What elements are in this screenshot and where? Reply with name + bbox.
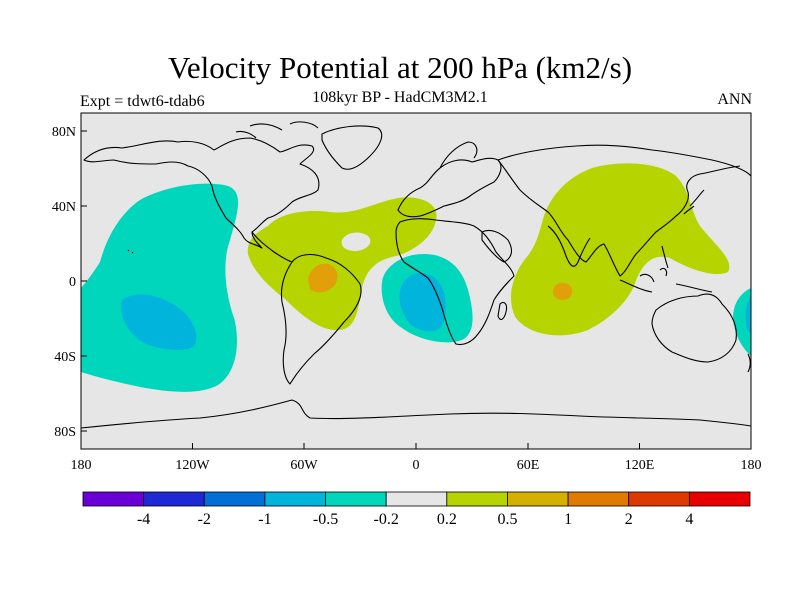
hawaii-coast [127, 249, 134, 254]
colorbar-label: 0.2 [437, 511, 457, 528]
madagascar-coast [497, 301, 508, 321]
colorbar-swatch [628, 491, 690, 507]
coastlines [81, 121, 751, 429]
experiment-label: Expt = tdwt6-tdab6 [80, 93, 205, 110]
americas-positive-region [247, 197, 437, 331]
colorbar-label: 2 [625, 511, 633, 528]
philippines-coast [661, 245, 669, 269]
lon-label-180-left: 180 [71, 458, 92, 473]
colorbar-label: -4 [137, 511, 150, 528]
colorbar-label: -2 [198, 511, 211, 528]
americas-hole [341, 232, 371, 251]
colorbar-swatch [325, 491, 387, 507]
lat-label-80n: 80N [52, 125, 76, 140]
map-title: Velocity Potential at 200 hPa (km2/s) [167, 50, 633, 85]
colorbar-label: 4 [685, 511, 693, 528]
new-zealand-coast [747, 353, 751, 373]
pacific-strong-negative [121, 294, 197, 351]
map-subtitle: 108kyr BP - HadCM3M2.1 [312, 89, 488, 106]
indonesia-coast [619, 267, 713, 293]
colorbar: -4 -2 -1 -0.5 -0.2 0.2 0.5 1 2 4 [82, 491, 751, 528]
south-america-coast [280, 253, 362, 385]
colorbar-label: 1 [564, 511, 572, 528]
europe-coast [397, 157, 502, 218]
lon-label-60e: 60E [517, 458, 540, 473]
lat-label-40n: 40N [52, 200, 76, 215]
indian-ocean-maximum [552, 282, 572, 300]
dateline-strong-negative [745, 296, 751, 334]
arctic-islands-coast [235, 121, 319, 139]
axis-tick-marks [80, 130, 752, 449]
lon-label-120w: 120W [175, 458, 210, 473]
australia-coast [651, 293, 737, 363]
asia-coast [497, 144, 751, 277]
pacific-negative-region [81, 183, 239, 392]
japan-coast [683, 189, 705, 215]
india-coast [547, 225, 591, 267]
lon-label-60w: 60W [290, 458, 318, 473]
central-america-coast [251, 231, 293, 263]
colorbar-swatch [567, 491, 630, 507]
greenland-coast [321, 125, 383, 170]
amazon-maximum [308, 263, 338, 293]
colorbar-swatch [82, 491, 145, 507]
arabia-coast [481, 229, 513, 263]
north-america-coast [83, 137, 320, 249]
colorbar-swatch [507, 491, 569, 507]
scandinavia-coast [439, 141, 478, 169]
colorbar-label: -0.5 [313, 511, 338, 528]
season-label: ANN [717, 91, 752, 108]
colorbar-swatch [143, 491, 205, 507]
africa-coast [395, 218, 515, 346]
colorbar-swatch [203, 491, 266, 507]
lat-label-40s: 40S [54, 350, 76, 365]
lon-label-180-right: 180 [741, 458, 762, 473]
colorbar-label: 0.5 [497, 511, 517, 528]
colorbar-swatch [688, 491, 751, 507]
lat-label-80s: 80S [54, 425, 76, 440]
colorbar-label: -1 [258, 511, 271, 528]
colorbar-swatch [385, 491, 448, 507]
lon-label-0: 0 [413, 458, 420, 473]
dateline-negative-region [733, 288, 751, 356]
colorbar-label: -0.2 [374, 511, 399, 528]
lat-label-equator: 0 [69, 275, 76, 290]
lon-label-120e: 120E [625, 458, 655, 473]
antarctica-coast [81, 399, 751, 429]
contour-fills [81, 163, 751, 392]
colorbar-swatch [264, 491, 326, 507]
colorbar-swatch [446, 491, 508, 507]
